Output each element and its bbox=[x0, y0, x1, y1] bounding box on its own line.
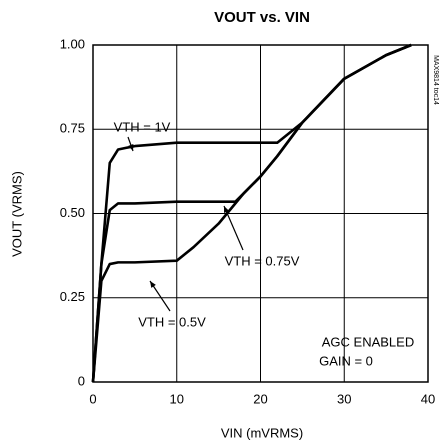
series-line bbox=[91, 43, 412, 383]
x-axis-label: VIN (mVRMS) bbox=[221, 425, 303, 440]
x-tick-label: 10 bbox=[170, 391, 184, 406]
annotation: GAIN = 0 bbox=[319, 353, 373, 368]
watermark: MAX9814 toc14 bbox=[432, 55, 439, 105]
series-label: VTH = 0.5V bbox=[138, 314, 206, 329]
x-tick-label: 20 bbox=[253, 391, 267, 406]
plot-frame bbox=[92, 44, 429, 383]
series-label: VTH = 1V bbox=[114, 119, 171, 134]
y-tick-label: 0.50 bbox=[60, 205, 85, 220]
x-tick-label: 40 bbox=[421, 391, 435, 406]
x-tick-label: 30 bbox=[337, 391, 351, 406]
chart-title: VOUT vs. VIN bbox=[214, 9, 310, 26]
x-tick-label: 0 bbox=[89, 391, 96, 406]
arrow-head bbox=[128, 144, 134, 151]
y-tick-label: 1.00 bbox=[60, 36, 85, 51]
y-tick-label: 0.25 bbox=[60, 289, 85, 304]
arrow-head bbox=[150, 281, 156, 288]
y-axis-label: VOUT (VRMS) bbox=[9, 171, 24, 257]
annotation: AGC ENABLED bbox=[322, 334, 414, 349]
series-label: VTH = 0.75V bbox=[225, 253, 300, 268]
y-tick-label: 0 bbox=[78, 373, 85, 388]
y-tick-label: 0.75 bbox=[60, 121, 85, 136]
